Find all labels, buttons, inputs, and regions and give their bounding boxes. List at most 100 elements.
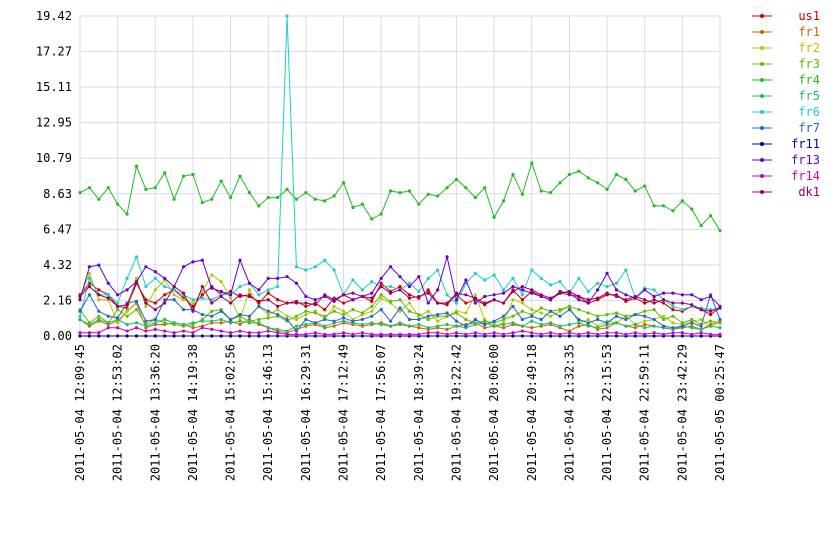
- data-point: [436, 334, 440, 338]
- data-point: [257, 293, 261, 297]
- data-point: [690, 332, 694, 336]
- data-point: [351, 278, 355, 282]
- data-point: [699, 327, 703, 332]
- data-point: [577, 317, 581, 322]
- data-point: [577, 294, 581, 299]
- data-point: [191, 172, 195, 177]
- data-point: [78, 298, 82, 302]
- data-point: [407, 301, 412, 305]
- data-point: [313, 331, 317, 335]
- data-point: [417, 322, 421, 327]
- data-point: [426, 192, 430, 196]
- data-point: [614, 321, 619, 325]
- data-point: [511, 298, 515, 302]
- data-point: [671, 304, 675, 308]
- data-point: [87, 276, 92, 280]
- data-point: [671, 291, 675, 295]
- data-point: [238, 334, 242, 338]
- data-point: [539, 317, 543, 322]
- data-point: [680, 301, 684, 305]
- data-point: [370, 309, 374, 313]
- data-point: [370, 296, 374, 300]
- data-point: [304, 304, 308, 308]
- data-point: [379, 322, 383, 327]
- data-point: [134, 276, 139, 280]
- data-point: [633, 189, 637, 193]
- data-point: [398, 191, 402, 195]
- data-point: [718, 321, 722, 325]
- data-point: [181, 322, 186, 327]
- data-point: [134, 321, 139, 325]
- data-point: [266, 288, 270, 292]
- data-point: [266, 329, 270, 333]
- data-point: [341, 316, 346, 320]
- data-point: [116, 334, 120, 338]
- data-point: [163, 276, 167, 280]
- data-point: [558, 324, 562, 328]
- data-point: [464, 301, 468, 305]
- data-point: [78, 317, 82, 322]
- data-point: [200, 334, 204, 338]
- data-point: [304, 301, 308, 305]
- data-point: [97, 317, 101, 322]
- data-point: [483, 326, 487, 330]
- data-point: [586, 324, 590, 328]
- data-point: [370, 304, 374, 308]
- x-tick-label: 2011-05-04 15:46:13: [261, 344, 275, 481]
- data-point: [351, 319, 355, 323]
- data-point: [558, 280, 562, 284]
- data-point: [454, 331, 459, 335]
- data-point: [285, 14, 289, 18]
- data-point: [671, 334, 675, 338]
- data-point: [257, 288, 261, 292]
- data-point: [454, 291, 459, 295]
- data-point: [153, 186, 157, 190]
- data-point: [247, 288, 252, 292]
- data-point: [125, 314, 129, 318]
- data-point: [219, 334, 223, 338]
- data-point: [436, 312, 440, 317]
- data-point: [398, 284, 402, 289]
- data-point: [530, 288, 534, 292]
- data-point: [191, 298, 195, 302]
- data-point: [379, 276, 383, 280]
- data-point: [567, 322, 572, 327]
- data-point: [445, 332, 449, 336]
- data-point: [690, 326, 694, 330]
- data-point: [605, 271, 609, 275]
- data-point: [417, 326, 421, 330]
- data-point: [445, 255, 449, 259]
- data-point: [511, 304, 515, 308]
- data-point: [577, 298, 581, 302]
- data-point: [548, 314, 553, 318]
- data-point: [708, 332, 713, 336]
- data-point: [398, 275, 402, 279]
- data-point: [276, 195, 280, 200]
- data-point: [134, 255, 139, 259]
- data-point: [388, 265, 393, 269]
- data-point: [153, 327, 157, 332]
- data-point: [407, 324, 412, 328]
- data-point: [680, 324, 684, 328]
- data-point: [116, 326, 120, 330]
- data-point: [492, 324, 496, 328]
- data-point: [520, 293, 524, 297]
- data-point: [78, 331, 82, 335]
- data-point: [78, 314, 82, 318]
- data-point: [454, 319, 459, 323]
- data-point: [257, 331, 261, 335]
- data-point: [577, 321, 581, 325]
- data-point: [228, 321, 233, 325]
- data-point: [661, 301, 666, 305]
- data-point: [605, 284, 609, 289]
- data-point: [643, 301, 647, 305]
- data-point: [643, 322, 647, 327]
- data-point: [191, 260, 195, 264]
- data-point: [304, 312, 308, 317]
- data-point: [548, 321, 553, 325]
- data-point: [228, 293, 233, 297]
- data-point: [445, 301, 449, 305]
- data-point: [134, 326, 139, 330]
- data-point: [257, 321, 261, 325]
